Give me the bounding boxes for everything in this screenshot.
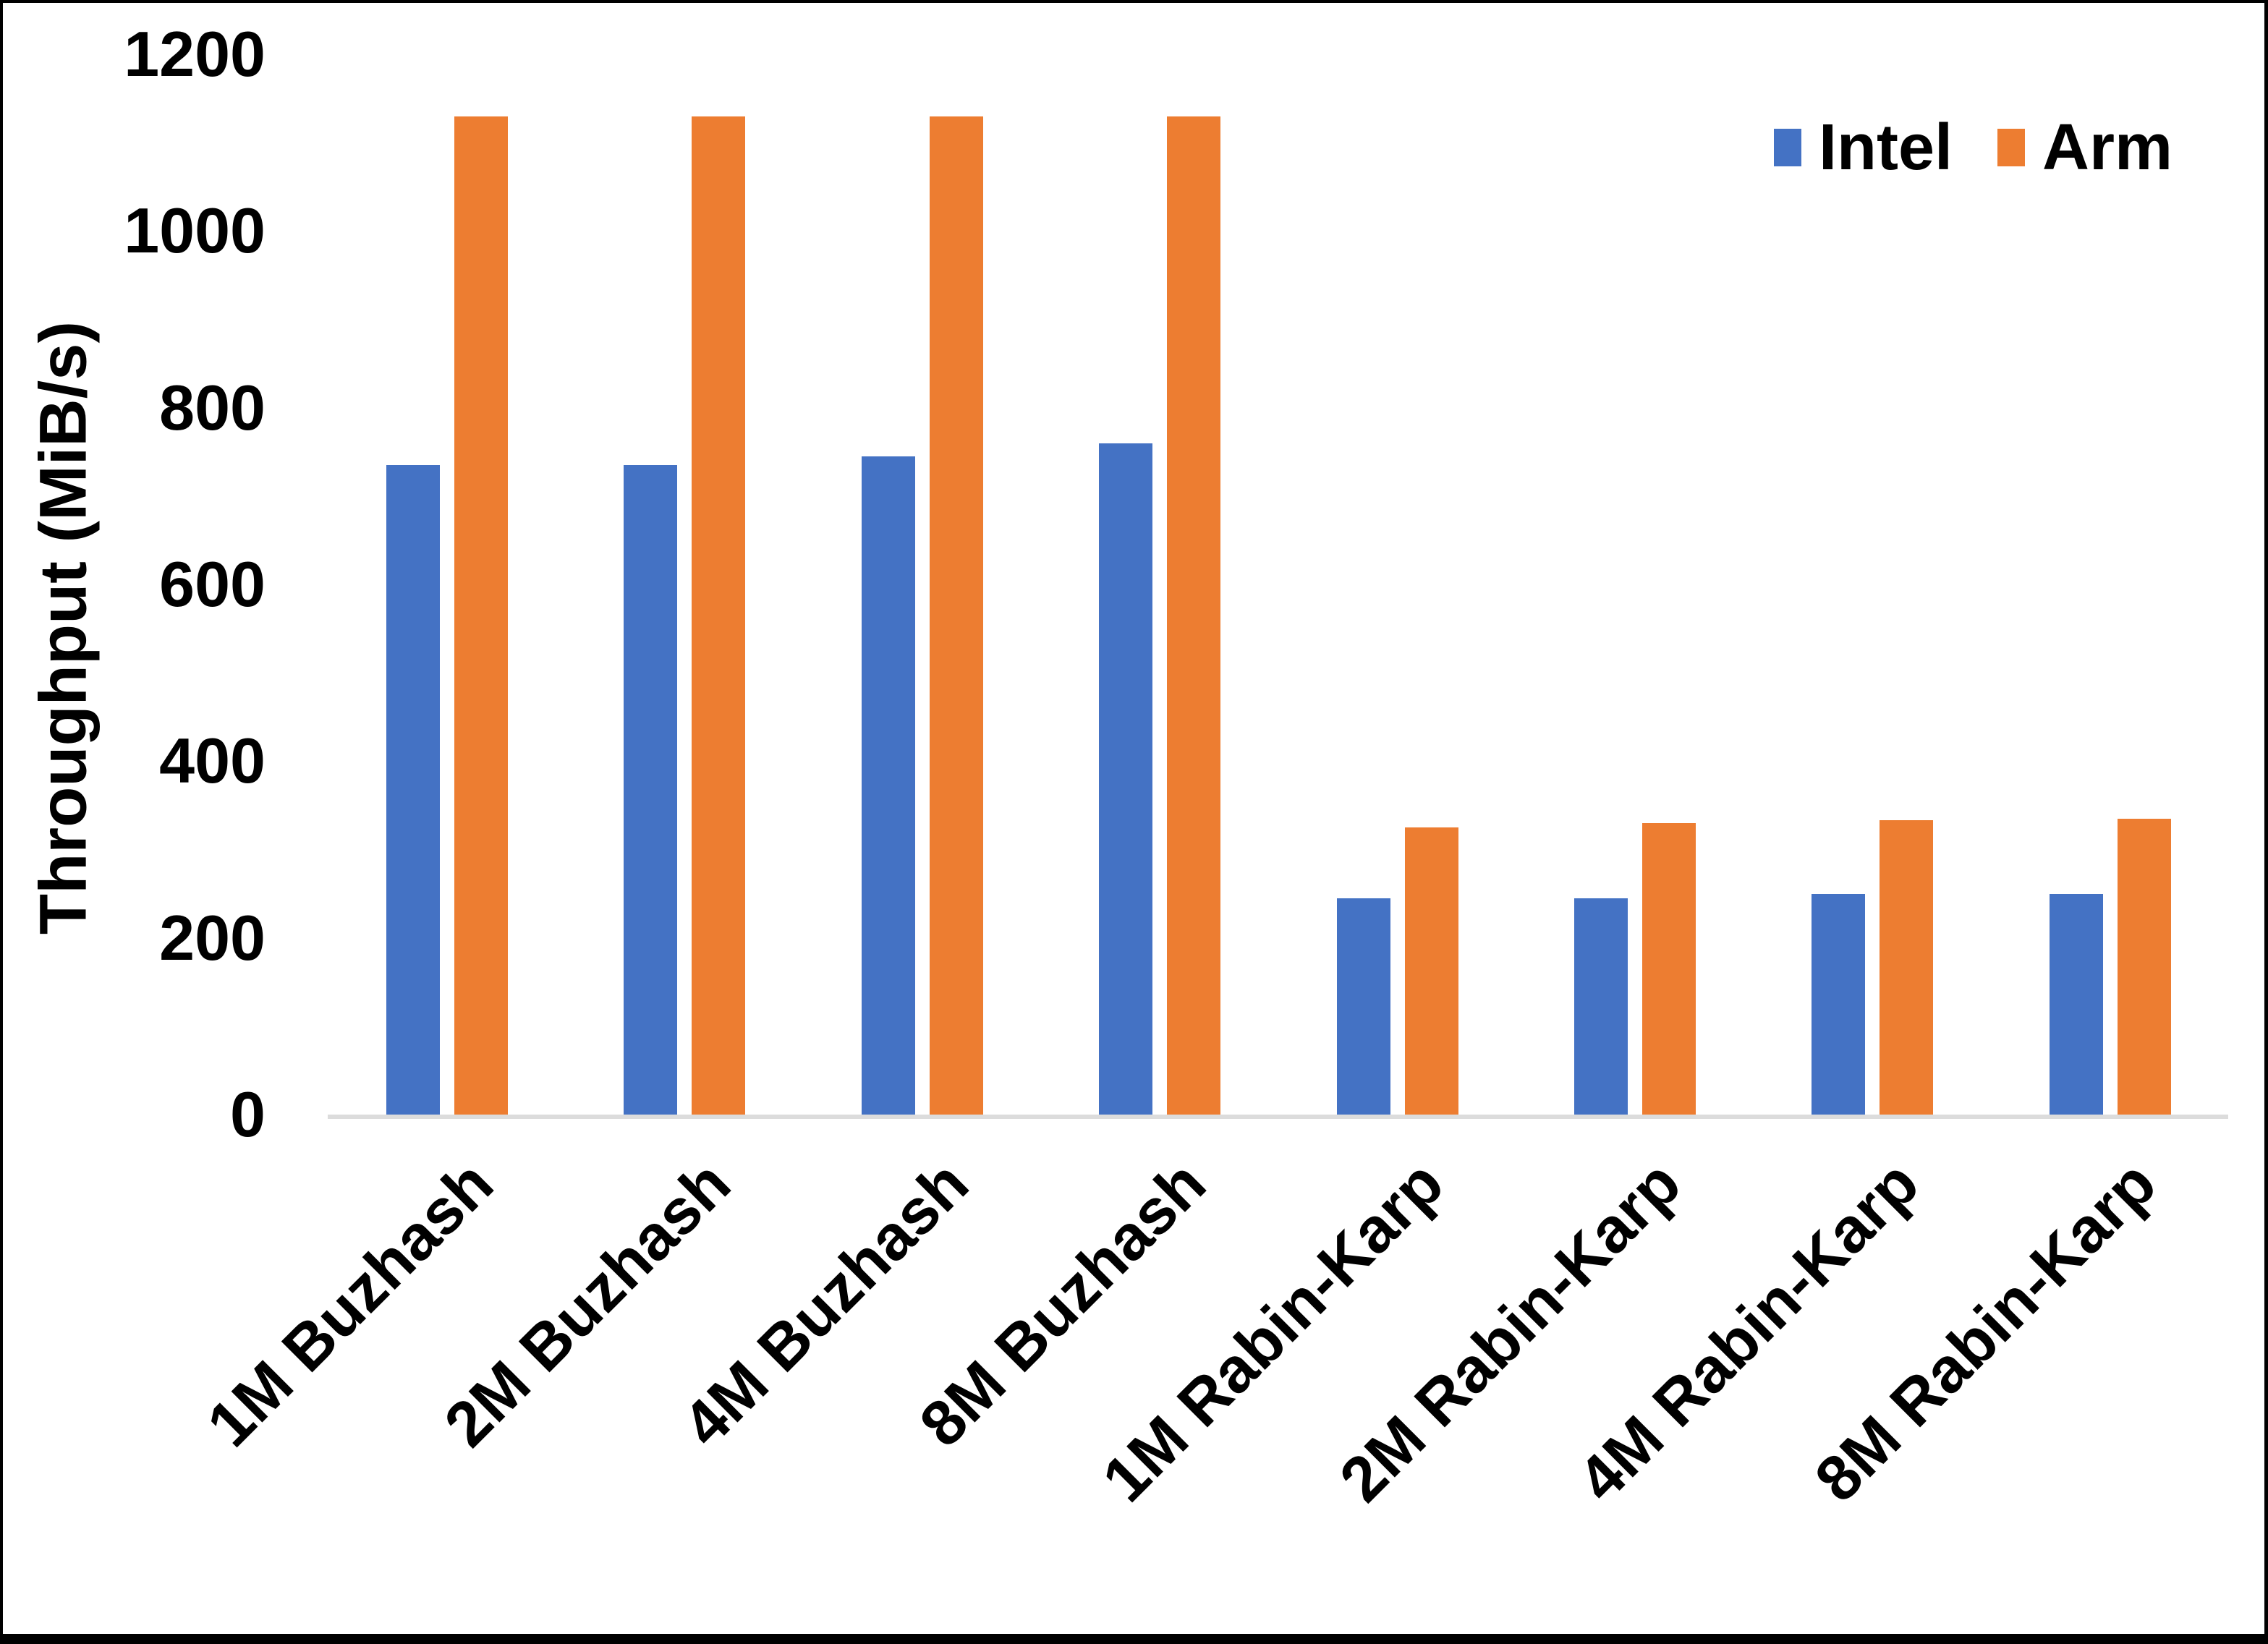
legend-swatch-arm [1997, 129, 2026, 166]
y-tick-label: 1000 [124, 195, 266, 267]
y-tick-label: 800 [159, 371, 266, 443]
legend-item-intel: Intel [1774, 111, 1953, 184]
bar-arm-2m-rabin-karp [1642, 822, 1696, 1115]
bar-intel-2m-buzhash [624, 465, 678, 1115]
frame-border-bottom [0, 1634, 2268, 1644]
bar-intel-8m-rabin-karp [2049, 893, 2103, 1115]
y-tick-label: 0 [230, 1078, 266, 1150]
bar-intel-1m-buzhash [386, 465, 440, 1115]
bar-arm-1m-rabin-karp [1404, 827, 1458, 1115]
legend-item-arm: Arm [1997, 111, 2173, 184]
bar-intel-4m-rabin-karp [1812, 893, 1866, 1115]
bar-arm-4m-rabin-karp [1880, 820, 1934, 1115]
bar-arm-8m-buzhash [1167, 116, 1221, 1115]
legend-label: Intel [1819, 111, 1953, 184]
y-tick-label: 400 [159, 725, 266, 797]
y-tick-label: 1200 [124, 18, 266, 90]
frame-border-top [0, 0, 2268, 3]
bar-arm-1m-buzhash [454, 116, 508, 1115]
x-axis-line [328, 1115, 2228, 1119]
bar-arm-2m-buzhash [692, 116, 746, 1115]
bar-intel-4m-buzhash [861, 456, 915, 1115]
y-tick-label: 600 [159, 548, 266, 620]
bar-intel-2m-rabin-karp [1574, 898, 1628, 1115]
bar-arm-8m-rabin-karp [2117, 818, 2171, 1115]
bar-intel-1m-rabin-karp [1336, 898, 1390, 1115]
bar-intel-8m-buzhash [1099, 443, 1153, 1115]
legend-label: Arm [2042, 111, 2173, 184]
frame-border-left [0, 0, 3, 1644]
legend-swatch-intel [1774, 129, 1801, 166]
frame-border-right [2264, 0, 2268, 1644]
bar-arm-4m-buzhash [929, 116, 983, 1115]
y-tick-label: 200 [159, 901, 266, 974]
legend: Intel Arm [1774, 108, 2173, 187]
